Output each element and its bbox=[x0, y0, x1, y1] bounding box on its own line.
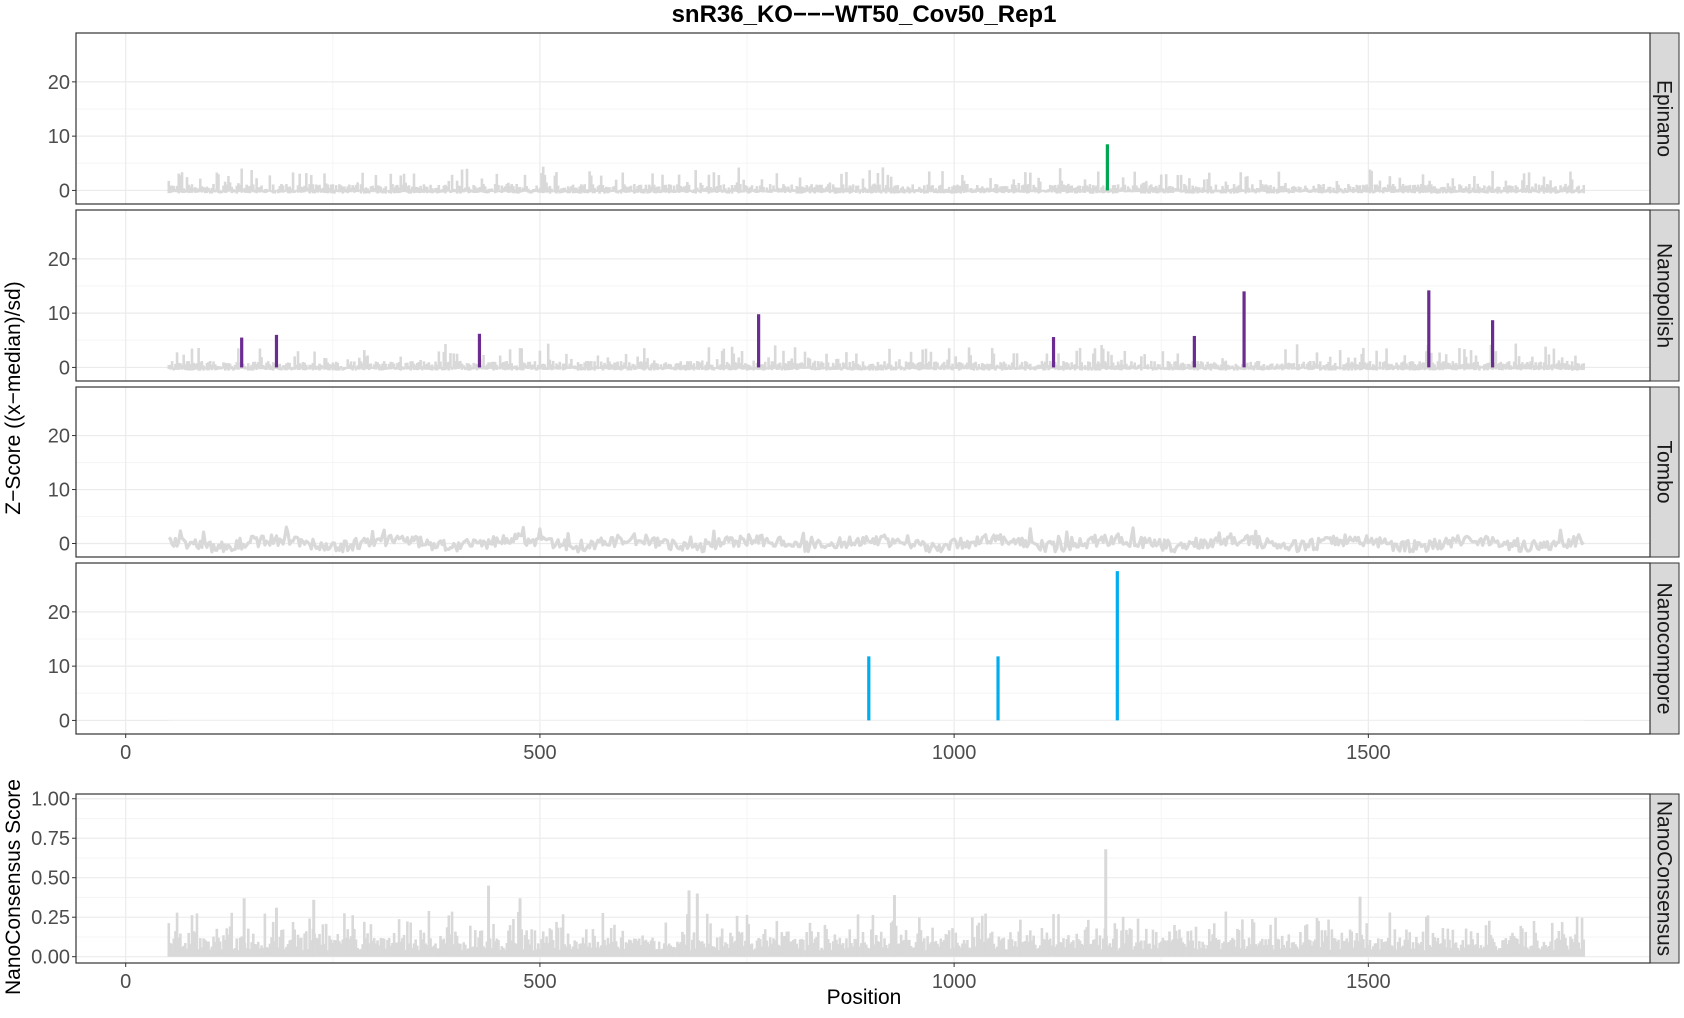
y-tick-label: 1.00 bbox=[31, 789, 70, 811]
y-tick-label: 0.25 bbox=[31, 907, 70, 929]
panels-layer: 0 10 20 Epinano 0 10 20 Nanopolish 0 10 20 Tombo 0 10… bbox=[31, 32, 1680, 993]
y-tick-label: 10 bbox=[48, 126, 70, 148]
panel-background bbox=[76, 563, 1650, 734]
background-track bbox=[167, 166, 1586, 194]
strip-label: Nanocompore bbox=[1653, 583, 1676, 715]
background-track bbox=[167, 910, 1586, 957]
strip-nanopolish bbox=[1649, 209, 1680, 382]
panel-background bbox=[76, 387, 1650, 557]
panel-border bbox=[75, 209, 1651, 382]
x-tick-label: 0 bbox=[120, 742, 131, 764]
y-tick-label: 20 bbox=[48, 72, 70, 94]
panel-nanoconsensus: 0.00 0.25 0.50 0.75 1.00 NanoConsensus bbox=[31, 789, 1680, 969]
x-tick-label: 0 bbox=[120, 971, 131, 993]
y-axis-label-consensus: NanoConsensus Score bbox=[2, 779, 25, 995]
strip-nanocompore bbox=[1649, 562, 1680, 735]
panel-nanocompore: 0 10 20 Nanocompore bbox=[48, 562, 1680, 735]
x-tick-label: 1500 bbox=[1346, 742, 1391, 764]
y-tick-label: 20 bbox=[48, 249, 70, 271]
strip-label: Nanopolish bbox=[1653, 243, 1676, 348]
y-tick-label: 20 bbox=[48, 426, 70, 448]
strip-tombo bbox=[1649, 386, 1680, 558]
panel-epinano: 0 10 20 Epinano bbox=[48, 32, 1680, 205]
panel-nanopolish: 0 10 20 Nanopolish bbox=[48, 209, 1680, 382]
y-tick-label: 0.00 bbox=[31, 947, 70, 969]
background-line bbox=[167, 525, 1585, 554]
y-tick-label: 0 bbox=[59, 357, 70, 379]
x-axis-zscore: 0 500 1000 1500 bbox=[120, 734, 1391, 764]
x-axis-label: Position bbox=[827, 986, 902, 1009]
y-tick-label: 0.75 bbox=[31, 828, 70, 850]
x-tick-label: 500 bbox=[523, 971, 556, 993]
y-tick-label: 0.50 bbox=[31, 868, 70, 890]
strip-epinano bbox=[1649, 32, 1680, 205]
x-tick-label: 1500 bbox=[1346, 971, 1391, 993]
y-tick-label: 0 bbox=[59, 710, 70, 732]
strip-label: Epinano bbox=[1653, 80, 1676, 157]
y-tick-label: 20 bbox=[48, 602, 70, 624]
panel-border bbox=[75, 386, 1651, 558]
y-tick-label: 10 bbox=[48, 303, 70, 325]
panel-border bbox=[75, 562, 1651, 735]
panel-tombo: 0 10 20 Tombo bbox=[48, 386, 1680, 558]
x-axis-consensus: 0 500 1000 1500 bbox=[120, 963, 1391, 993]
y-tick-label: 0 bbox=[59, 180, 70, 202]
y-axis-label-zscore: Z−Score ((x−median)/sd) bbox=[2, 281, 25, 514]
x-tick-label: 1000 bbox=[932, 742, 977, 764]
chart-title: snR36_KO−−−WT50_Cov50_Rep1 bbox=[672, 1, 1057, 28]
panel-border bbox=[75, 32, 1651, 205]
panel-border bbox=[75, 793, 1651, 964]
strip-label: NanoConsensus bbox=[1653, 801, 1676, 956]
y-tick-label: 10 bbox=[48, 480, 70, 502]
panel-background bbox=[76, 210, 1650, 381]
strip-nanoconsensus bbox=[1649, 793, 1680, 964]
background-track bbox=[167, 343, 1586, 371]
panel-background bbox=[76, 33, 1650, 204]
y-tick-label: 0 bbox=[59, 534, 70, 556]
x-tick-label: 1000 bbox=[932, 971, 977, 993]
y-tick-label: 10 bbox=[48, 656, 70, 678]
strip-label: Tombo bbox=[1653, 440, 1676, 503]
x-tick-label: 500 bbox=[523, 742, 556, 764]
